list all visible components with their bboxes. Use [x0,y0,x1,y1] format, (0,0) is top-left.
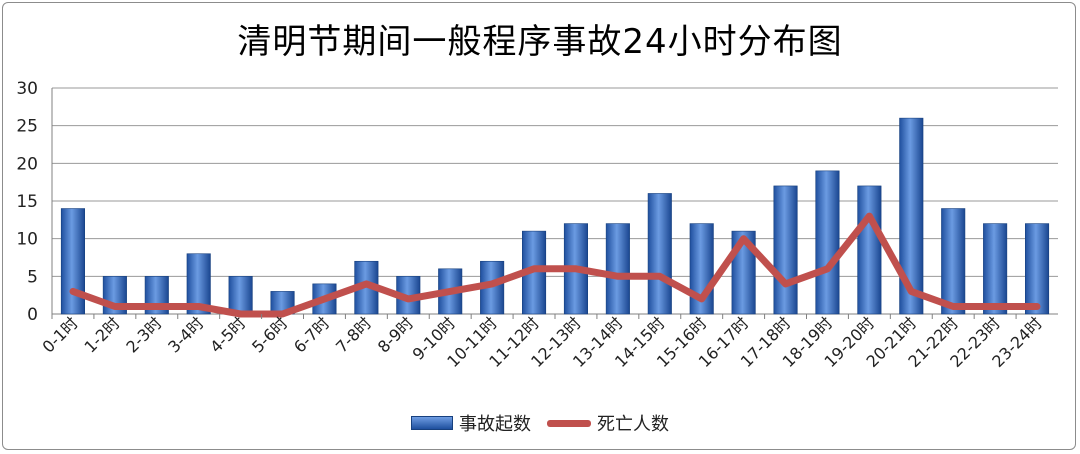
x-tick-label: 1-2时 [80,313,123,356]
legend-label-line: 死亡人数 [597,414,669,435]
y-tick-label: 25 [16,117,38,137]
line-point [282,313,284,315]
line-point [156,305,158,307]
bar [899,117,924,315]
y-tick-label: 10 [16,230,38,250]
line-point [533,268,535,270]
x-tick-label: 5-6时 [248,313,291,356]
y-tick-label: 30 [16,79,38,99]
line-point [617,275,619,277]
bar [60,208,85,315]
y-tick-label: 15 [16,192,38,212]
line-point [659,275,661,277]
bar [941,208,966,315]
legend-label-bar: 事故起数 [459,414,531,435]
line-point [743,238,745,240]
x-tick-label: 4-5时 [206,313,249,356]
y-tick-label: 5 [27,267,38,287]
bar-series [60,117,1050,315]
legend-item-bar: 事故起数 [411,410,531,436]
y-tick-label: 20 [16,154,38,174]
bar [815,170,840,315]
line-point [1036,305,1038,307]
bar [647,193,672,315]
x-tick-label: 7-8时 [332,313,375,356]
x-tick-label: 2-3时 [122,313,165,356]
line-point [575,268,577,270]
bar [605,223,630,315]
line-path [69,212,1041,318]
bar [186,253,211,315]
y-axis: 0 5 10 15 20 25 30 [16,79,53,325]
legend-swatch-bar [411,416,453,430]
line-point [785,283,787,285]
x-tick-label: 0-1时 [39,313,82,356]
grid-lines [52,87,1058,315]
line-point [114,305,116,307]
line-point [449,290,451,292]
legend: 事故起数 死亡人数 [0,410,1080,436]
line-point [240,313,242,315]
x-tick-label: 6-7时 [290,313,333,356]
line-point [323,298,325,300]
bar [983,223,1008,315]
line-point [365,283,367,285]
line-point [826,268,828,270]
y-tick-label: 0 [27,305,38,325]
line-point [72,290,74,292]
x-tick-label: 3-4时 [164,313,207,356]
bar [857,185,882,315]
bar [1025,223,1050,315]
line-point [198,305,200,307]
line-point [952,305,954,307]
line-point [407,298,409,300]
line-series [69,212,1041,318]
bar [228,276,253,315]
legend-swatch-line [547,419,591,427]
bar [773,185,798,315]
x-axis: 0-1时1-2时2-3时3-4时4-5时5-6时6-7时7-8时8-9时9-10… [39,313,1046,371]
chart-title: 清明节期间一般程序事故24小时分布图 [237,22,843,62]
line-point [994,305,996,307]
line-point [868,215,870,217]
line-point [491,283,493,285]
legend-item-line: 死亡人数 [547,410,669,436]
line-point [701,298,703,300]
line-point [910,290,912,292]
